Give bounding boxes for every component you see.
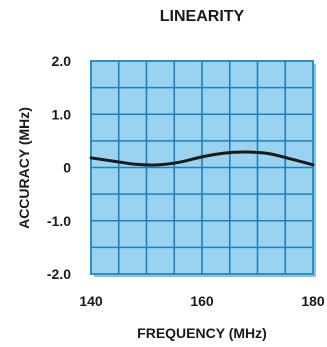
- x-tick-label-0: 140: [79, 293, 103, 309]
- x-axis-ticks: 140 160 180: [79, 293, 325, 309]
- y-tick-label-1: 1.0: [52, 106, 72, 122]
- series-line: [89, 150, 315, 167]
- chart-title: LINEARITY: [160, 8, 245, 25]
- y-tick-label-2: 0: [63, 160, 71, 176]
- y-tick-label-3: -1.0: [47, 213, 71, 229]
- x-axis-label: FREQUENCY (MHz): [137, 325, 267, 341]
- y-axis-label: ACCURACY (MHz): [16, 107, 32, 229]
- y-tick-label-4: -2.0: [47, 266, 71, 282]
- x-tick-label-1: 160: [190, 293, 214, 309]
- y-tick-label-0: 2.0: [52, 53, 72, 69]
- grid-lines: [91, 61, 313, 274]
- y-axis-ticks: 2.0 1.0 0 -1.0 -2.0: [47, 53, 71, 282]
- x-tick-label-2: 180: [301, 293, 325, 309]
